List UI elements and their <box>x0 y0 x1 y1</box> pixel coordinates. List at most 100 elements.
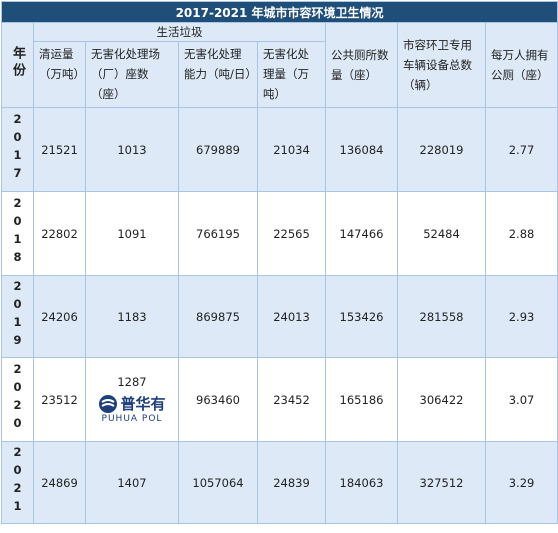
value-cell: 963460 <box>178 357 258 442</box>
table-row: 2017 21521 1013 679889 21034 136084 228019 2.77 <box>1 107 558 192</box>
value-text: 52484 <box>423 226 460 241</box>
table-row: 2018 22802 1091 766195 22565 147466 52484 2.88 <box>1 191 558 276</box>
value-cell: 1287 普华有 PUHUA POL <box>85 357 179 442</box>
year-text: 2021 <box>10 445 25 517</box>
value-text: 869875 <box>196 309 240 324</box>
watermark-icon <box>99 394 118 413</box>
value-text: 281558 <box>419 309 464 324</box>
watermark: 普华有 PUHUA POL <box>89 393 175 424</box>
column-header: 清运量（万吨） <box>33 41 86 108</box>
value-text: 1183 <box>117 309 147 324</box>
value-cell: 153426 <box>325 275 398 358</box>
value-cell: 147466 <box>325 191 398 276</box>
value-cell: 21521 <box>33 107 86 192</box>
column-header: 无害化处理场（厂）座数（座） <box>85 41 179 108</box>
value-text: 184063 <box>339 475 384 490</box>
value-cell: 1183 <box>85 275 179 358</box>
value-cell: 24013 <box>257 275 326 358</box>
value-text: 1287 <box>117 375 147 389</box>
value-text: 1407 <box>117 475 147 490</box>
column-header: 每万人拥有公厕（座） <box>484 22 558 108</box>
value-cell: 24839 <box>257 441 326 524</box>
value-cell: 1091 <box>85 191 179 276</box>
value-text: 165186 <box>339 392 384 407</box>
value-text: 766195 <box>196 226 240 241</box>
watermark-text: 普华有 <box>120 395 166 413</box>
value-cell: 766195 <box>178 191 258 276</box>
value-cell: 228019 <box>397 107 486 192</box>
table-row: 2019 24206 1183 869875 24013 153426 281558 2.93 <box>1 275 558 358</box>
value-text: 327512 <box>419 475 464 490</box>
watermark-subtext: PUHUA POL <box>101 414 163 424</box>
table-row: 2021 24869 1407 1057064 24839 184063 327512 3.2… <box>1 441 558 524</box>
value-text: 1057064 <box>192 475 244 490</box>
value-cell: 136084 <box>325 107 398 192</box>
value-cell: 306422 <box>397 357 486 442</box>
value-cell: 21034 <box>257 107 326 192</box>
watermark-row: 普华有 <box>98 393 166 414</box>
year-cell: 2017 <box>1 107 34 192</box>
value-text: 22802 <box>41 226 78 241</box>
value-cell: 23452 <box>257 357 326 442</box>
column-header: 无害化处理能力（吨/日） <box>178 41 258 108</box>
year-cell: 2021 <box>1 441 34 524</box>
year-cell: 2018 <box>1 191 34 276</box>
value-text: 3.07 <box>508 392 535 407</box>
value-cell: 3.29 <box>484 441 558 524</box>
value-text: 24013 <box>273 309 310 324</box>
year-header: 年份 <box>1 22 34 108</box>
value-text: 3.29 <box>508 475 535 490</box>
value-text: 24869 <box>41 475 78 490</box>
table-title: 2017-2021 年城市市容环境卫生情况 <box>0 1 558 23</box>
value-text: 136084 <box>339 142 384 157</box>
value-cell: 23512 <box>33 357 86 442</box>
year-cell: 2020 <box>1 357 34 442</box>
value-cell: 281558 <box>397 275 486 358</box>
value-cell: 679889 <box>178 107 258 192</box>
value-cell: 24869 <box>33 441 86 524</box>
value-cell: 1057064 <box>178 441 258 524</box>
value-text: 22565 <box>273 226 310 241</box>
year-text: 2019 <box>10 279 25 351</box>
value-text: 23512 <box>41 392 78 407</box>
year-cell: 2019 <box>1 275 34 358</box>
year-text: 2017 <box>10 112 25 184</box>
value-text: 679889 <box>196 142 240 157</box>
value-text: 24839 <box>273 475 310 490</box>
value-cell: 24206 <box>33 275 86 358</box>
value-cell: 22802 <box>33 191 86 276</box>
value-cell: 52484 <box>397 191 486 276</box>
value-text: 228019 <box>419 142 464 157</box>
group-header: 生活垃圾 <box>33 22 326 42</box>
value-text: 23452 <box>273 392 310 407</box>
value-cell: 1407 <box>85 441 179 524</box>
value-cell: 2.77 <box>484 107 558 192</box>
value-text: 2.93 <box>508 309 535 324</box>
value-text: 2.88 <box>508 226 535 241</box>
value-cell: 22565 <box>257 191 326 276</box>
year-text: 2018 <box>10 196 25 268</box>
value-text: 1091 <box>117 226 147 241</box>
value-text: 21034 <box>273 142 310 157</box>
value-cell: 165186 <box>325 357 398 442</box>
value-cell: 2.93 <box>484 275 558 358</box>
value-cell: 2.88 <box>484 191 558 276</box>
value-text: 963460 <box>196 392 240 407</box>
value-cell: 869875 <box>178 275 258 358</box>
value-text: 153426 <box>339 309 384 324</box>
value-text: 147466 <box>339 226 384 241</box>
value-text: 24206 <box>41 309 78 324</box>
column-header: 无害化处理量（万吨） <box>257 41 326 108</box>
value-cell: 327512 <box>397 441 486 524</box>
column-header: 市容环卫专用车辆设备总数（辆） <box>397 22 486 108</box>
year-text: 2020 <box>10 362 25 434</box>
table-row: 2020 23512 1287 普华有 PUHUA POL 963460 23452 1651… <box>1 357 558 442</box>
value-text: 1013 <box>117 142 147 157</box>
value-cell: 3.07 <box>484 357 558 442</box>
value-text: 306422 <box>419 392 464 407</box>
value-cell: 184063 <box>325 441 398 524</box>
column-header: 公共厕所数量（座） <box>325 22 398 108</box>
value-cell: 1013 <box>85 107 179 192</box>
